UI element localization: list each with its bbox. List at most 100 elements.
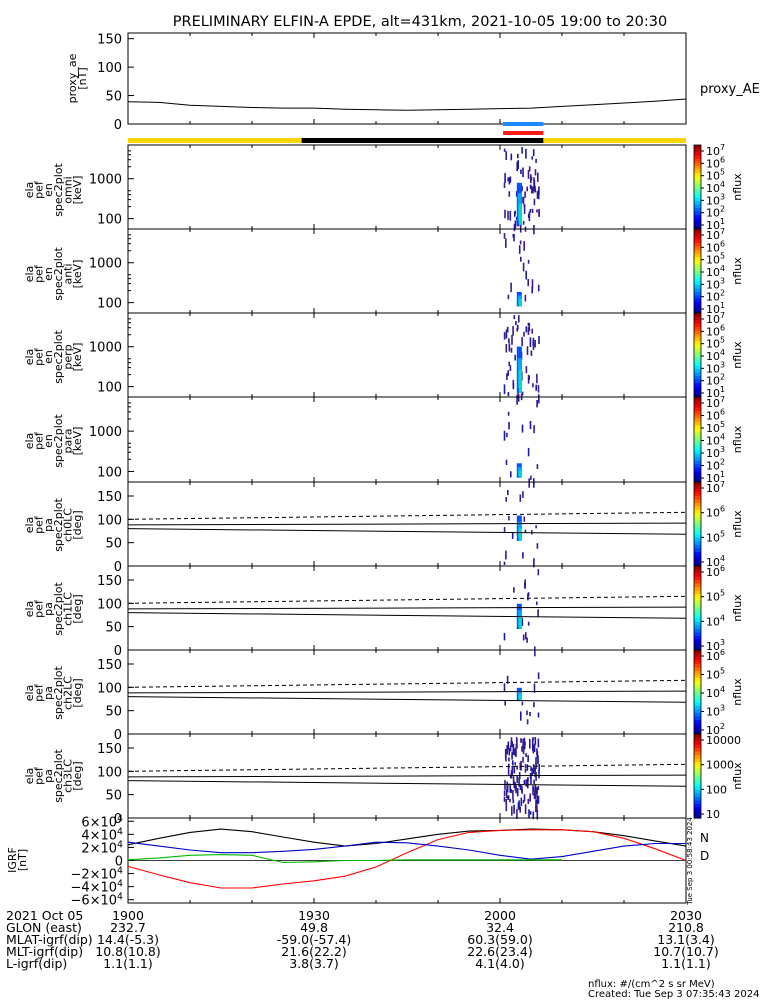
igrf-legend-d: D	[700, 849, 709, 863]
colorbar-cell	[694, 446, 701, 451]
spectrogram-pixel	[512, 776, 515, 785]
spectrogram-pixel	[525, 753, 527, 757]
colorbar-cell	[694, 604, 701, 609]
ref-line	[127, 595, 687, 604]
plot-title: PRELIMINARY ELFIN-A EPDE, alt=431km, 202…	[173, 14, 668, 30]
y-tick-label: 100	[97, 297, 122, 312]
spectrogram-pixel	[520, 797, 523, 807]
spectrogram-pixel	[533, 177, 535, 183]
footer-row-value: 2000	[484, 908, 516, 923]
spectrogram-pixel	[506, 745, 508, 755]
ref-line	[127, 511, 687, 520]
colorbar-title: nflux	[731, 341, 744, 369]
spectrogram-pixel	[537, 712, 540, 718]
colorbar-tick-label: 105	[706, 529, 725, 544]
colorbar-cell	[694, 730, 701, 735]
spectrogram-pixel	[524, 769, 527, 773]
spectrogram-pixel	[535, 158, 537, 163]
colorbar-cell	[694, 720, 701, 725]
colorbar-cell	[694, 538, 701, 543]
spectrogram-pixel	[509, 783, 511, 793]
spectrogram-pixel	[513, 315, 516, 320]
ref-line	[127, 763, 687, 772]
colorbar-cell	[694, 425, 701, 430]
colorbar-cell	[694, 155, 701, 160]
spectrogram-pixel	[525, 779, 528, 787]
spectrogram-pixel	[516, 394, 518, 405]
y-tick-label: 0	[114, 560, 122, 575]
colorbar-cell	[694, 351, 701, 356]
spectrogram-pixel	[527, 798, 530, 804]
spectrogram-pixel	[521, 185, 523, 191]
spectrogram-frame-omni	[127, 144, 687, 230]
colorbar-cell	[694, 393, 701, 398]
colorbar-cell	[694, 555, 701, 560]
spectrogram-pixel	[527, 447, 530, 457]
colorbar-cell	[694, 159, 701, 164]
spectrogram-ylabel-para-line: spec2plot	[52, 414, 65, 468]
spectrogram-pixel	[507, 795, 510, 800]
spectrogram-pixel	[527, 755, 529, 762]
spectrogram-pixel	[532, 764, 535, 774]
spectrogram-pixel	[525, 632, 527, 640]
spectrogram-pixel	[527, 170, 530, 179]
spectrogram-pixel	[505, 799, 507, 805]
colorbar-cell	[694, 414, 701, 419]
colorbar-cell	[694, 615, 701, 620]
spectrogram-ylabel-anti-line: [keV]	[71, 260, 84, 289]
footer-row-value: 10.8(10.8)	[95, 944, 160, 959]
spectrogram-ylabel-omni-line: pef	[33, 180, 46, 199]
colorbar-cell	[694, 779, 701, 784]
spectrogram-core	[518, 528, 522, 541]
colorbar-cell	[694, 688, 701, 693]
colorbar-cell	[694, 250, 701, 255]
colorbar-tick-label: 1000	[706, 759, 734, 772]
spectrogram-ylabel-ch1LC-line: ch1LC	[61, 592, 74, 626]
status-segment	[543, 138, 686, 143]
y-tick-label: 100	[97, 597, 122, 612]
colorbar-tick-label: 103	[706, 445, 725, 460]
colorbar-cell	[694, 650, 701, 655]
spectrogram-pixel	[517, 153, 519, 159]
y-tick-label: 0	[115, 855, 123, 870]
colorbar-cell	[694, 765, 701, 770]
spectrogram-ylabel-ch1LC-line: ela	[23, 601, 36, 618]
y-tick-label: 50	[105, 705, 122, 720]
spectrogram-ylabel-para-line: [keV]	[71, 427, 84, 456]
spectrogram-pixel	[507, 741, 510, 750]
spectrogram-pixel	[507, 411, 510, 416]
spectrogram-pixel	[518, 245, 521, 254]
colorbar-cell	[694, 786, 701, 791]
colorbar-ch3LC: 10000 1000 100 10 nflux	[693, 733, 744, 821]
y-tick-label: 4×104	[81, 826, 123, 843]
spectrogram-pixel	[506, 432, 508, 438]
spectrogram-pixel	[503, 148, 506, 152]
colorbar-cell	[694, 148, 701, 153]
igrf-series-3	[127, 854, 562, 864]
spectrogram-pixel	[538, 764, 540, 771]
spectrogram-pixel	[537, 172, 539, 182]
spectrogram-pixel	[537, 385, 540, 393]
spectrogram-pixel	[509, 365, 512, 371]
y-tick-label: −6×104	[70, 892, 123, 909]
status-marker	[503, 122, 544, 126]
colorbar-cell	[694, 531, 701, 536]
spectrogram-ylabel-anti-line: anti	[61, 263, 74, 284]
colorbar-cell	[694, 292, 701, 297]
colorbar-title-text: nflux	[731, 257, 744, 285]
ref-line	[127, 606, 687, 610]
y-tick-label: 100	[97, 765, 122, 780]
spectrogram-pixel	[516, 161, 518, 171]
colorbar-cell	[694, 734, 701, 739]
colorbar-cell	[694, 541, 701, 546]
spectrogram-pixel	[523, 794, 526, 802]
spectrogram-pixel	[507, 392, 510, 397]
colorbar-cell	[694, 744, 701, 749]
colorbar-cell	[694, 162, 701, 167]
colorbar-tick-label: 103	[706, 192, 725, 207]
colorbar-cell	[694, 344, 701, 349]
colorbar-cell	[694, 706, 701, 711]
spectrogram-ylabel-ch1LC-line: spec2plot	[52, 582, 65, 636]
